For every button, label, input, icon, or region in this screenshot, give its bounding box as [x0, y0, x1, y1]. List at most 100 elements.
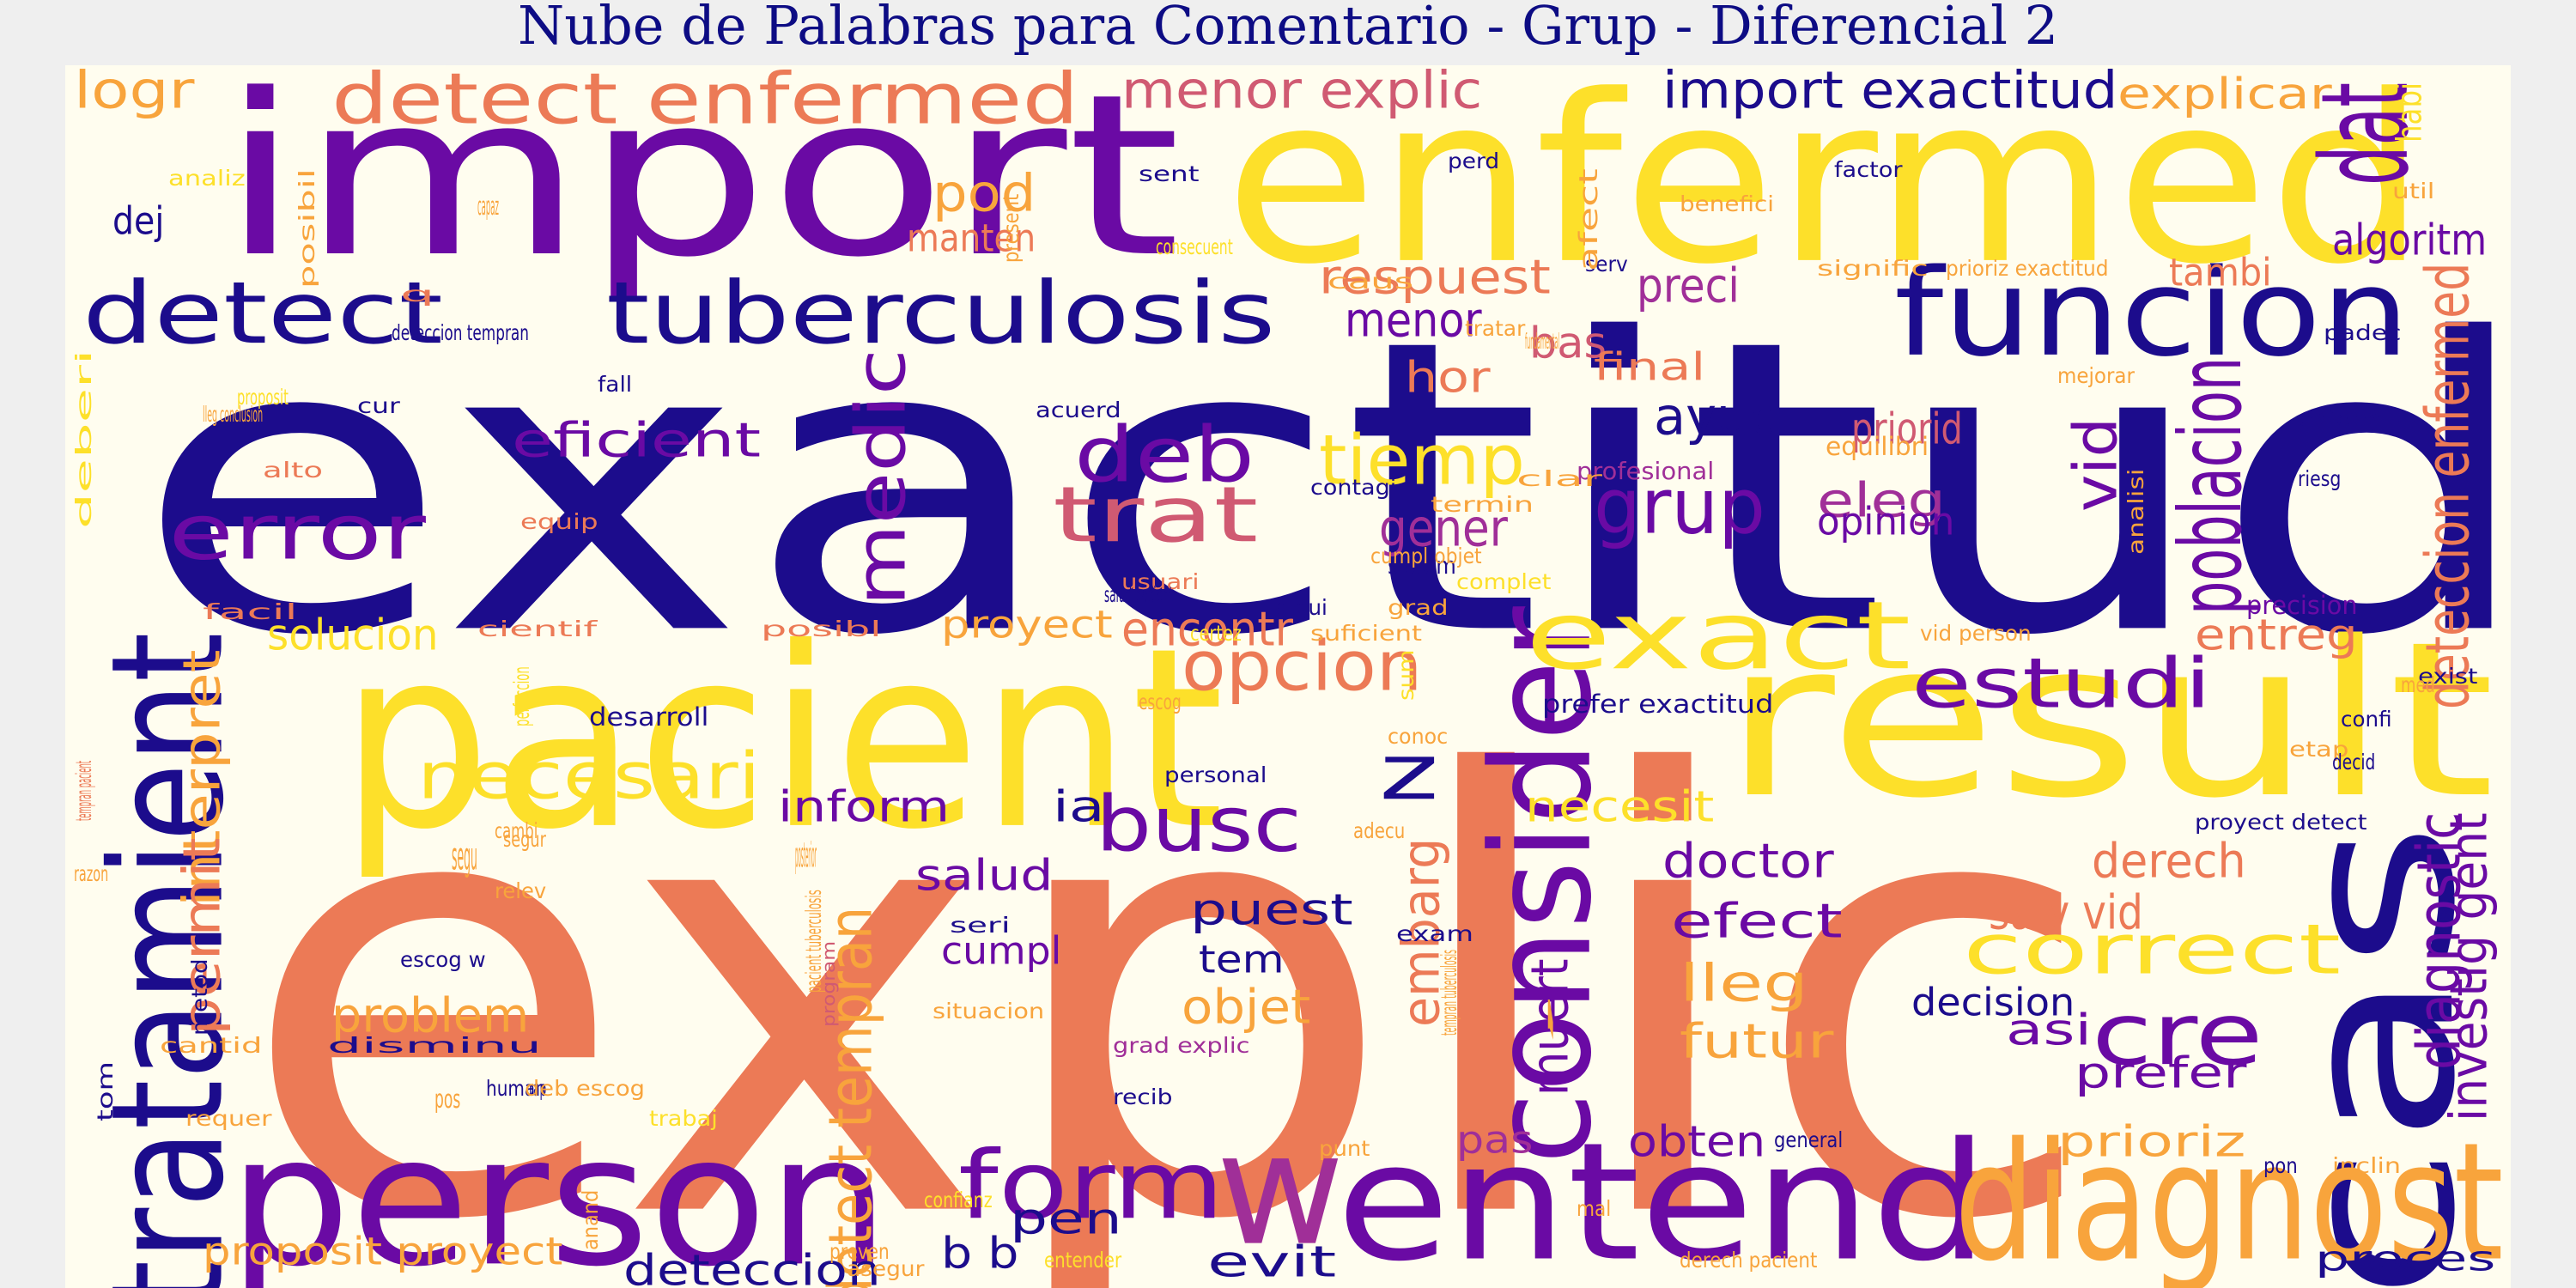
- word-159: escog w: [400, 946, 486, 973]
- word-115: prioriz exactitud: [1946, 255, 2109, 282]
- word-75: objet: [1182, 980, 1311, 1036]
- word-93: proposit proyect: [203, 1229, 563, 1275]
- word-97: prefer exactitud: [1542, 689, 1774, 720]
- word-16: detect: [82, 264, 443, 364]
- word-109: factor: [1834, 156, 1903, 183]
- word-26: error: [168, 488, 426, 578]
- word-67: derech: [2092, 834, 2246, 890]
- word-169: posibl: [761, 616, 882, 642]
- word-118: exist: [2418, 663, 2478, 690]
- word-145: preven: [829, 1238, 890, 1265]
- word-133: situacion: [933, 998, 1045, 1024]
- word-72: salv vid: [1989, 885, 2143, 941]
- word-110: serv: [1585, 251, 1628, 277]
- word-170: facil: [203, 598, 298, 625]
- word-142: mal: [1577, 1195, 1612, 1222]
- word-53: poblacion: [2161, 356, 2262, 615]
- word-176: deberi: [70, 349, 97, 529]
- word-172: alto: [263, 457, 323, 483]
- word-104: equilibri: [1826, 431, 1929, 462]
- word-146: confianz: [924, 1187, 993, 1213]
- word-5: pacient: [340, 593, 1224, 884]
- word-34: explicar: [2117, 70, 2332, 120]
- word-124: usuari: [1121, 568, 1200, 595]
- word-94: deteccion: [623, 1246, 881, 1288]
- word-117: habi: [2389, 82, 2430, 143]
- word-116: util: [2392, 178, 2435, 204]
- word-69: puest: [1190, 885, 1353, 936]
- word-107: padec: [2324, 319, 2402, 346]
- word-82: asi: [2006, 1005, 2093, 1056]
- word-103: profesional: [1577, 457, 1715, 486]
- word-20: trat: [1053, 471, 1259, 561]
- word-1: exactitud: [134, 255, 2511, 724]
- word-81: decision: [1911, 980, 2075, 1026]
- word-136: recib: [1113, 1084, 1173, 1110]
- word-106: enferm: [2298, 405, 2385, 432]
- word-157: posterior: [795, 835, 817, 876]
- word-23: exact: [1525, 580, 1911, 691]
- word-39: pod: [933, 163, 1036, 224]
- word-184: consecuent: [1156, 234, 1233, 260]
- word-15: funcion: [1894, 244, 2410, 384]
- word-74: tem: [1199, 937, 1285, 983]
- word-130: personal: [1164, 762, 1267, 788]
- word-50: eleg: [1817, 473, 1946, 529]
- word-127: vid person: [1920, 620, 2032, 647]
- word-88: b b: [941, 1229, 1019, 1279]
- word-62: inform: [778, 782, 951, 833]
- word-98: precision: [2246, 590, 2358, 621]
- word-178: q: [400, 281, 435, 307]
- word-100: contagi: [1310, 474, 1397, 501]
- word-129: conoc: [1388, 723, 1449, 750]
- word-132: seri: [950, 912, 1011, 939]
- word-32: import exactitud: [1662, 65, 2118, 121]
- word-42: preci: [1637, 258, 1740, 314]
- word-122: decid: [2332, 749, 2376, 775]
- word-126: suficient: [1310, 620, 1423, 647]
- word-57: solucion: [267, 611, 439, 661]
- word-25: opcion: [1182, 625, 1423, 707]
- word-121: etap: [2289, 736, 2349, 762]
- word-194: salud pacient: [1104, 581, 1174, 608]
- word-173: lleg conclusion: [203, 401, 264, 428]
- chart-title: Nube de Palabras para Comentario - Grup …: [517, 0, 2059, 57]
- word-28: busc: [1096, 780, 1303, 870]
- word-153: segu: [452, 834, 477, 880]
- word-101: acuerd: [1036, 397, 1121, 423]
- word-38: respuest: [1319, 250, 1551, 306]
- word-80: futur: [1680, 1014, 1834, 1070]
- word-165: razon: [74, 860, 109, 887]
- word-64: z: [1379, 728, 1439, 818]
- word-152: relev: [495, 878, 547, 904]
- word-10: w: [1216, 1100, 1345, 1280]
- word-76: lleg: [1680, 953, 1808, 1014]
- word-182: present: [998, 193, 1024, 263]
- word-197: exam: [1396, 920, 1473, 947]
- word-167: perfeccion: [508, 666, 535, 726]
- word-198: tempran tuberculosis: [1436, 950, 1462, 1036]
- word-96: desarroll: [589, 702, 709, 732]
- word-43: menor: [1345, 293, 1482, 349]
- word-125: grad: [1388, 594, 1449, 621]
- word-49: priorid: [1851, 404, 1963, 455]
- word-18: medic: [840, 349, 921, 606]
- word-162: requer: [185, 1105, 272, 1132]
- word-155: pos: [434, 1084, 461, 1115]
- word-131: adecu: [1353, 817, 1406, 844]
- word-181: capaz: [477, 191, 499, 222]
- word-cloud: exactitud explic import enfermed pacient resu…: [65, 65, 2511, 1288]
- word-105: riesg: [2298, 465, 2342, 492]
- word-199: ,: [1530, 972, 1557, 1061]
- word-180: posibil: [294, 168, 320, 289]
- word-59: encontr: [1121, 602, 1294, 658]
- word-65: necesit: [1525, 782, 1715, 833]
- word-66: doctor: [1662, 834, 1834, 890]
- word-4: enfermed: [1224, 65, 2427, 316]
- word-31: cre: [2092, 985, 2263, 1085]
- word-6: result: [1722, 596, 2495, 846]
- word-139: inclin: [2332, 1152, 2401, 1179]
- word-195: cumpl objet: [1370, 543, 1482, 569]
- word-2: explic: [237, 651, 2101, 1288]
- word-91: prioriz: [2057, 1117, 2246, 1168]
